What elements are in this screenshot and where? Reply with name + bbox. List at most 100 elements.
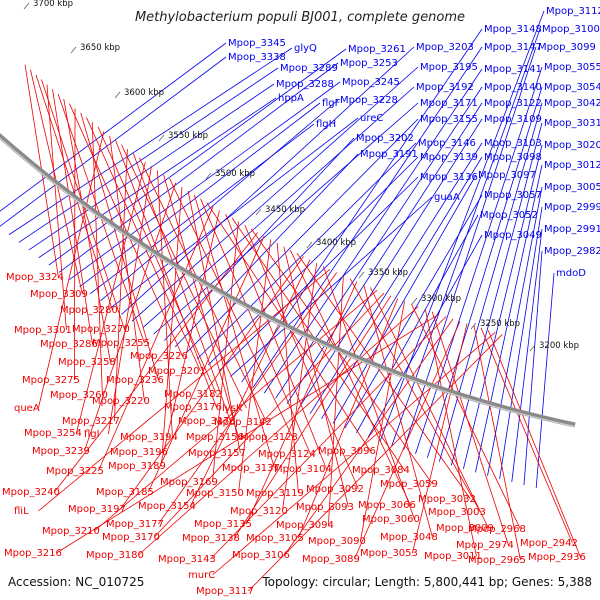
red-gene-label: flgI — [84, 429, 100, 440]
blue-gene-label: Mpop_3109 — [484, 114, 542, 125]
red-gene-label: Mpop_3260 — [50, 390, 108, 401]
kbp-tick-mark — [529, 344, 536, 352]
red-gene-connector — [38, 131, 105, 409]
blue-gene-connector — [48, 48, 347, 266]
red-gene-connector — [431, 311, 509, 546]
blue-gene-connector — [438, 102, 543, 462]
red-gene-label: Mpop_3011 — [424, 551, 482, 562]
red-gene-connector — [248, 334, 503, 592]
red-gene-label: Mpop_3142 — [214, 417, 272, 428]
red-gene-connector — [424, 308, 477, 557]
red-gene-connector — [225, 214, 327, 470]
red-gene-label: Mpop_3090 — [308, 536, 366, 547]
blue-gene-label: hppA — [278, 93, 304, 104]
red-gene-connector — [162, 186, 183, 453]
blue-gene-label: Mpop_2999 — [544, 202, 600, 213]
red-gene-connector — [234, 295, 392, 539]
red-gene-connector — [354, 321, 461, 560]
blue-gene-label: Mpop_2982 — [544, 246, 600, 257]
red-gene-label: Mpop_2968 — [468, 524, 526, 535]
red-gene-label: Mpop_3009 — [436, 523, 494, 534]
red-gene-label: murC — [188, 570, 215, 581]
red-gene-label: Mpop_3104 — [274, 464, 332, 475]
red-gene-label: Mpop_3275 — [22, 375, 80, 386]
red-gene-label: Mpop_3060 — [362, 514, 420, 525]
red-gene-label: Mpop_3286 — [40, 339, 98, 350]
blue-gene-connector — [110, 117, 359, 308]
blue-gene-connector — [499, 206, 543, 480]
red-gene-label: Mpop_3089 — [302, 554, 360, 565]
red-gene-label: Mpop_3178 — [178, 416, 236, 427]
kbp-tick-label: 3650 kbp — [80, 43, 120, 53]
red-gene-label: fliL — [14, 506, 29, 517]
red-gene-connector — [298, 298, 399, 539]
blue-gene-label: mdoD — [556, 268, 586, 279]
blue-gene-label: Mpop_3171 — [420, 98, 478, 109]
blue-gene-label: Mpop_3097 — [478, 170, 536, 181]
red-gene-label: Mpop_3124 — [258, 449, 316, 460]
blue-gene-connector — [356, 214, 479, 433]
red-gene-label: Mpop_3301 — [14, 325, 72, 336]
red-gene-connector — [246, 281, 358, 525]
red-gene-label: Mpop_3084 — [352, 465, 410, 476]
red-gene-label: Mpop_3105 — [246, 533, 304, 544]
red-gene-connector — [412, 323, 468, 554]
blue-gene-label: Mpop_3203 — [416, 42, 474, 53]
blue-gene-connector — [309, 142, 483, 415]
red-gene-label: Mpop_3094 — [276, 520, 334, 531]
red-gene-connector — [363, 284, 433, 538]
red-gene-label: Mpop_3189 — [108, 461, 166, 472]
kbp-tick-mark — [70, 46, 77, 54]
blue-gene-label: Mpop_3020 — [544, 140, 600, 151]
red-gene-connector — [69, 103, 183, 357]
red-gene-label: Mpop_3156 — [186, 432, 244, 443]
blue-gene-connector — [523, 250, 543, 486]
red-gene-connector — [148, 235, 265, 493]
blue-gene-connector — [121, 46, 415, 315]
red-gene-label: Mpop_3048 — [380, 532, 438, 543]
red-gene-connector — [200, 198, 311, 455]
red-gene-connector — [296, 252, 471, 500]
kbp-ticks: 3700 kbp 3650 kbp 3600 kbp 3550 kbp 3500 kbp… — [23, 0, 579, 352]
red-gene-label: Mpop_3150 — [186, 488, 244, 499]
blue-gene-label: flgF — [322, 98, 341, 109]
blue-gene-label: Mpop_3147 — [484, 42, 542, 53]
blue-gene-label: Mpop_3031 — [544, 118, 600, 129]
genome-backbone-highlight — [0, 137, 575, 428]
red-gene-connector — [91, 122, 103, 396]
red-gene-connector — [276, 243, 299, 494]
red-gene-connector — [115, 140, 217, 408]
blue-gene-connector — [18, 67, 279, 243]
kbp-tick-mark — [358, 271, 365, 279]
red-gene-connector — [283, 246, 349, 508]
kbp-tick-mark — [255, 208, 262, 216]
kbp-tick-mark — [205, 172, 212, 180]
blue-gene-connector — [142, 86, 415, 328]
red-gene-label: Mpop_2936 — [528, 552, 586, 563]
kbp-tick-label: 3550 kbp — [168, 131, 208, 141]
red-gene-label: Mpop_3123 — [240, 432, 298, 443]
blue-gene-label: Mpop_3191 — [360, 149, 418, 160]
genome-summary-text: Topology: circular; Length: 5,800,441 bp… — [262, 575, 592, 589]
red-gene-label: Mpop_3210 — [42, 526, 100, 537]
genome-backbone — [0, 132, 576, 428]
red-gene-label: Mpop_3170 — [102, 532, 160, 543]
red-gene-connector — [282, 262, 318, 512]
red-gene-connector — [114, 149, 128, 422]
red-gene-label: Mpop_3216 — [4, 548, 62, 559]
blue-gene-connector — [462, 144, 543, 470]
blue-gene-label: Mpop_3122 — [484, 98, 542, 109]
blue-gene-label: Mpop_3195 — [420, 62, 478, 73]
red-gene-label: Mpop_2942 — [520, 538, 578, 549]
red-gene-connector — [360, 301, 405, 542]
blue-gene-connector — [332, 174, 477, 424]
red-gene-connector — [109, 135, 145, 402]
blue-gene-label: Mpop_3055 — [544, 62, 600, 73]
red-gene-label: Mpop_3197 — [68, 504, 126, 515]
red-gene-label: Mpop_3255 — [92, 338, 150, 349]
genome-title: Methylobacterium populi BJ001, complete … — [134, 10, 466, 25]
red-gene-connector — [169, 178, 293, 438]
red-gene-connector — [158, 272, 338, 525]
blue-gene-connector — [58, 62, 339, 273]
red-gene-connector — [35, 74, 113, 311]
